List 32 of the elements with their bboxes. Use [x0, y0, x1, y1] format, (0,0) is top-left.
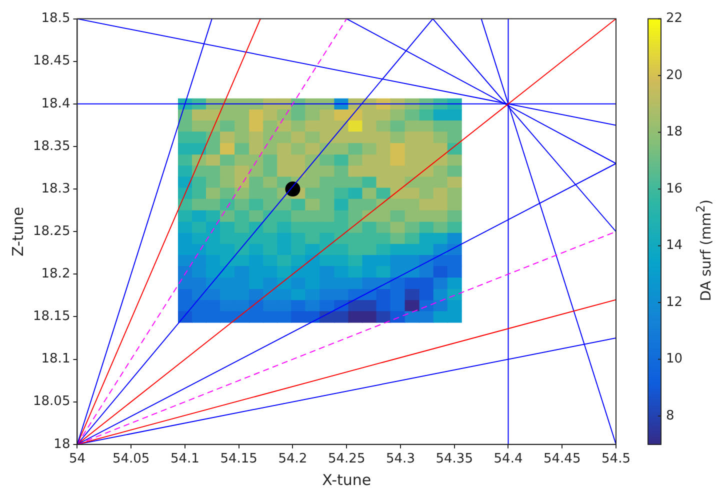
y-tick-label: 18.35 — [33, 138, 70, 154]
y-tick-label: 18.15 — [33, 309, 70, 324]
x-tick-label: 54.1 — [170, 452, 200, 467]
color-bar-label: 18 — [666, 124, 683, 140]
y-tick-label: 18 — [54, 436, 70, 452]
x-axis-title: X-tune — [322, 470, 372, 489]
color-bar-label: 20 — [666, 68, 683, 83]
color-bar-label: 22 — [666, 11, 683, 26]
x-tick-label: 54.15 — [220, 452, 258, 467]
y-tick-label: 18.05 — [33, 394, 70, 410]
x-tick-label: 54.2 — [278, 452, 308, 467]
x-tick-label: 54.5 — [602, 452, 630, 467]
x-tick-label: 54.35 — [436, 452, 473, 467]
y-tick-label: 18.3 — [41, 181, 70, 196]
x-tick-label: 54.45 — [544, 452, 581, 467]
color-bar-label: 12 — [666, 294, 683, 310]
y-tick-label: 18.1 — [41, 352, 70, 367]
x-tick-label: 54 — [68, 452, 86, 467]
y-axis-title: Z-tune — [8, 206, 27, 256]
color-bar-label: 14 — [666, 238, 683, 254]
y-tick-label: 18.45 — [33, 54, 70, 69]
y-tick-label: 18.5 — [41, 11, 70, 26]
y-tick-label: 18.4 — [41, 96, 70, 112]
x-tick-label: 54.25 — [328, 452, 366, 467]
color-bar-label: 10 — [666, 352, 683, 367]
color-bar-label: 16 — [666, 181, 683, 196]
x-tick-label: 54.05 — [112, 452, 150, 467]
y-tick-label: 18.2 — [41, 266, 70, 282]
x-tick-label: 54.3 — [386, 452, 415, 467]
y-tick-label: 18.25 — [33, 224, 70, 239]
x-tick-label: 54.4 — [494, 452, 523, 467]
color-bar-label: 8 — [666, 408, 674, 424]
